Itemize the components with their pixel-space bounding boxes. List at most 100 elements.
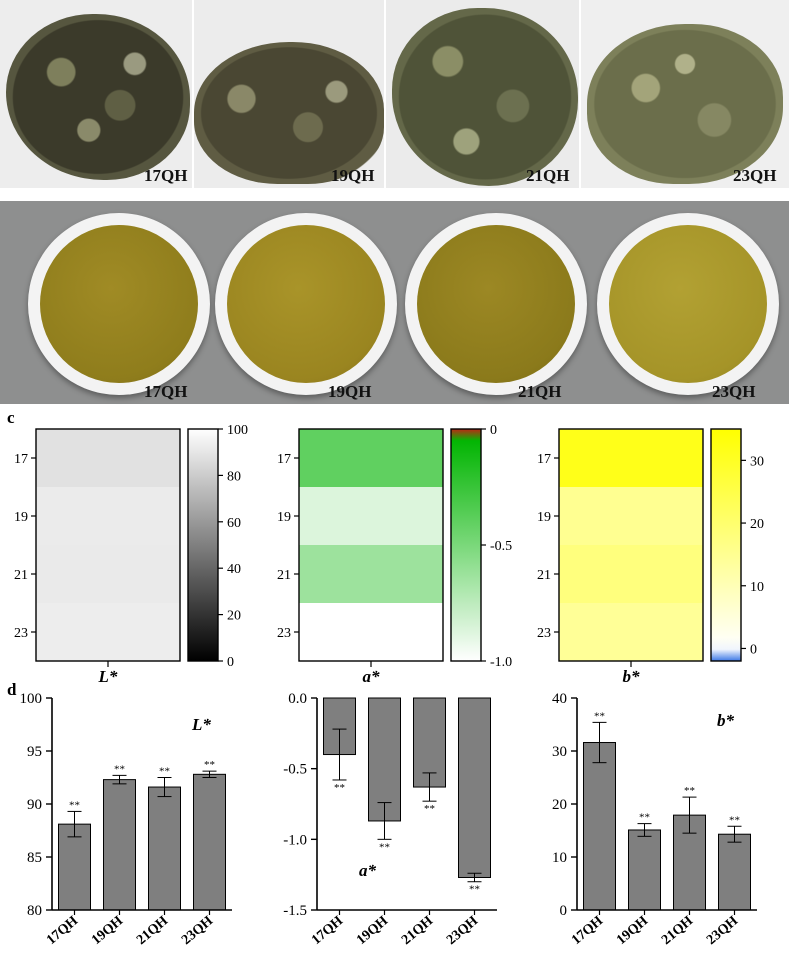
row-label: 19 <box>537 510 551 525</box>
heatmap-cell <box>559 603 703 662</box>
sample-label-23qh: 23QH <box>712 382 756 401</box>
dry-leaf-photo-17qh: 17QH <box>0 0 192 188</box>
chart-annotation: a* <box>359 861 377 880</box>
heatmap-cell <box>36 487 180 546</box>
significance-label: ** <box>424 803 435 815</box>
y-tick-label: 85 <box>27 850 42 866</box>
colorbar-tick-label: 60 <box>227 516 241 531</box>
bar <box>103 779 136 911</box>
colorbar-tick-label: -0.5 <box>490 539 512 554</box>
colorbar-tick-label: 80 <box>227 469 241 484</box>
tea-cup-17qh <box>28 213 210 395</box>
tea-liquor <box>609 225 767 383</box>
heatmap-l-star: 17 19 21 23 L* 100 80 60 40 20 0 <box>14 423 248 685</box>
heatmap-a-star: 17 19 21 23 a* 0 -0.5 -1.0 <box>277 423 512 685</box>
dry-leaf-photo-strip: 17QH 19QH 21QH 23QH <box>0 0 789 190</box>
y-tick-label: 100 <box>20 691 43 707</box>
category-label: 17QH <box>44 914 81 949</box>
tea-liquor <box>40 225 198 383</box>
category-label: 19QH <box>354 914 391 949</box>
colorbar-tick-label: 0 <box>227 655 234 670</box>
y-tick-label: 95 <box>27 744 42 760</box>
row-label: 19 <box>277 510 291 525</box>
colorbar-tick-label: 40 <box>227 562 241 577</box>
significance-label: ** <box>639 812 650 824</box>
y-tick-label: 20 <box>552 797 567 813</box>
chart-annotation: b* <box>717 711 735 730</box>
colorbar <box>710 428 742 662</box>
tea-liquor <box>227 225 385 383</box>
row-label: 17 <box>537 452 551 467</box>
panel-label-c: c <box>7 408 15 427</box>
bar <box>458 697 491 878</box>
leaf-pile <box>587 24 783 184</box>
heatmap-cell <box>299 487 443 546</box>
sample-label-23qh: 23QH <box>733 166 777 185</box>
panel-label-d: d <box>7 680 17 699</box>
category-label: 19QH <box>89 914 126 949</box>
y-tick-label: 80 <box>27 903 42 919</box>
dry-leaf-photo-21qh: 21QH <box>386 0 579 188</box>
y-tick-label: 40 <box>552 691 567 707</box>
y-tick-label: -1.0 <box>283 832 307 848</box>
significance-label: ** <box>69 799 80 811</box>
category-label: 19QH <box>614 914 651 949</box>
y-tick-label: 90 <box>27 797 42 813</box>
sample-label-21qh: 21QH <box>518 382 562 401</box>
y-tick-label: 0.0 <box>288 691 307 707</box>
y-tick-label: -1.5 <box>283 903 307 919</box>
bar <box>368 697 401 822</box>
row-label: 19 <box>14 510 28 525</box>
dry-leaf-photo-23qh: 23QH <box>581 0 789 188</box>
colorbar-tick-label: 0 <box>750 642 757 657</box>
category-label: 17QH <box>569 914 606 949</box>
tea-liquor <box>417 225 575 383</box>
row-label: 17 <box>14 452 28 467</box>
tea-cup-23qh <box>597 213 779 395</box>
category-label: 21QH <box>399 914 436 949</box>
x-axis-label: a* <box>363 667 381 685</box>
heatmap-b-star: 17 19 21 23 b* 30 20 10 0 <box>537 428 764 685</box>
heatmap-cell <box>36 545 180 604</box>
bar <box>58 823 91 911</box>
heatmap-cell <box>559 545 703 604</box>
bar <box>628 829 661 911</box>
heatmap-cell <box>559 487 703 546</box>
significance-label: ** <box>469 884 480 896</box>
colorbar-tick-label: -1.0 <box>490 655 512 670</box>
x-axis-label: b* <box>623 667 641 685</box>
heatmap-cell <box>36 429 180 488</box>
sample-label-19qh: 19QH <box>328 382 372 401</box>
leaf-pile <box>392 8 578 186</box>
row-label: 23 <box>277 626 291 641</box>
row-label: 23 <box>537 626 551 641</box>
y-tick-label: 30 <box>552 744 567 760</box>
heatmap-cell <box>36 603 180 662</box>
tea-infusion-photo-strip: 17QH 19QH 21QH 23QH <box>0 201 789 404</box>
bar <box>193 773 226 911</box>
category-label: 23QH <box>704 914 741 949</box>
colorbar <box>187 428 219 662</box>
significance-label: ** <box>114 763 125 775</box>
row-label: 21 <box>14 568 28 583</box>
significance-label: ** <box>334 782 345 794</box>
bar-chart-a-star: ** 17QH ** 19QH ** 21QH ** 23QH 0.0 -0.5 -1.0 -1.5 a… <box>283 691 497 949</box>
row-label: 23 <box>14 626 28 641</box>
significance-label: ** <box>204 759 215 771</box>
tea-cup-21qh <box>405 213 587 395</box>
bar <box>718 833 751 911</box>
category-label: 23QH <box>444 914 481 949</box>
heatmap-cell <box>559 429 703 488</box>
y-tick-label: -0.5 <box>283 762 307 778</box>
heatmap-cell <box>299 545 443 604</box>
heatmap-cell <box>299 429 443 488</box>
y-tick-label: 10 <box>552 850 567 866</box>
significance-label: ** <box>594 710 605 722</box>
significance-label: ** <box>379 841 390 853</box>
row-label: 17 <box>277 452 291 467</box>
bar-chart-l-star: ** 17QH ** 19QH ** 21QH ** 23QH 80 85 90 95 100 L* <box>20 691 232 949</box>
colorbar-tick-label: 100 <box>227 423 248 438</box>
leaf-pile <box>194 42 384 184</box>
y-tick-label: 0 <box>560 903 568 919</box>
tea-cup-19qh <box>215 213 397 395</box>
